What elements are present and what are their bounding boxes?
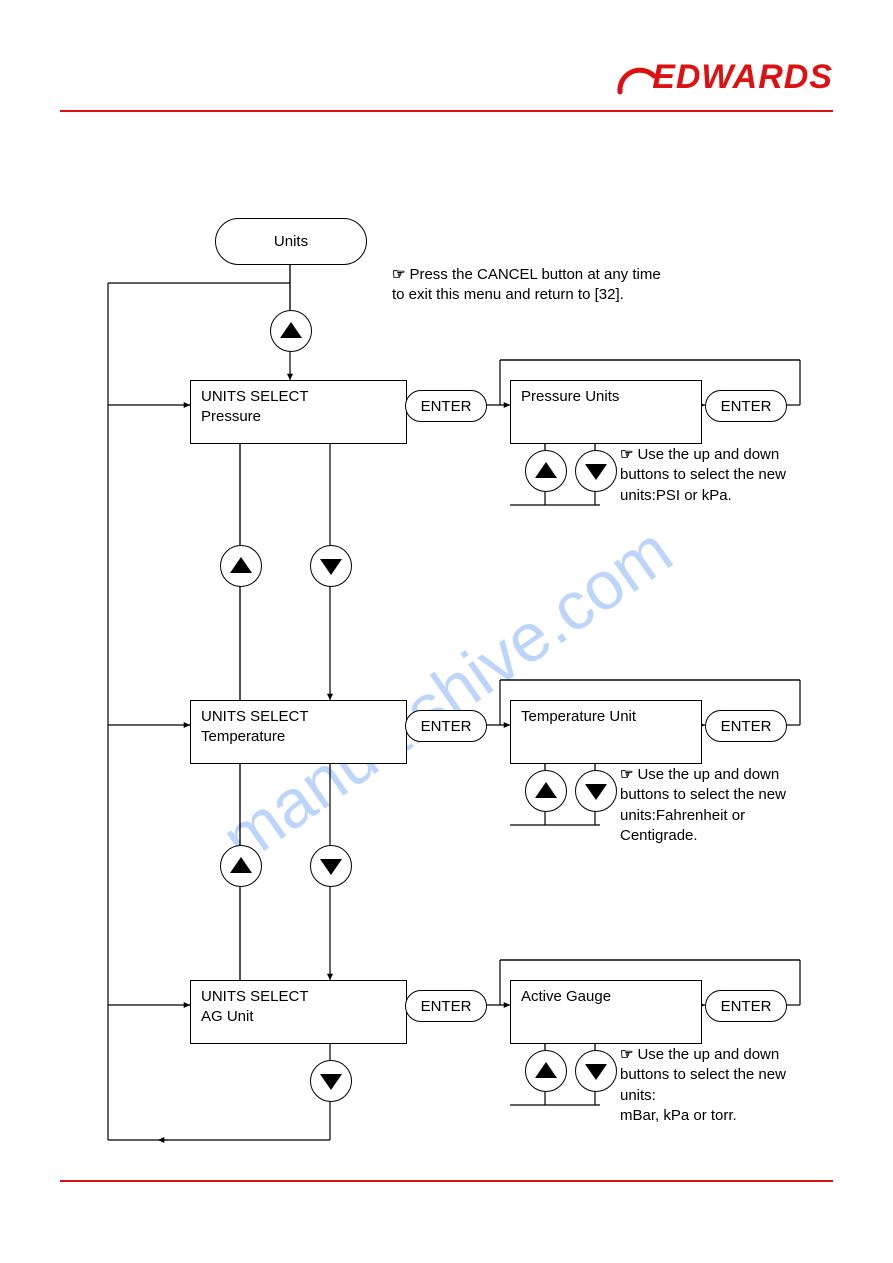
nav-dn-1: [310, 845, 352, 887]
enter1-1: ENTER: [405, 710, 487, 742]
sub-dn-0: [575, 450, 617, 492]
select-box-2: UNITS SELECT AG Unit: [190, 980, 407, 1044]
select-box-1: UNITS SELECT Temperature: [190, 700, 407, 764]
nav-up-top: [270, 310, 312, 352]
select-box-0: UNITS SELECT Pressure: [190, 380, 407, 444]
nav-dn-0: [310, 545, 352, 587]
detail-box-2: Active Gauge: [510, 980, 702, 1044]
enter2-1: ENTER: [705, 710, 787, 742]
nav-dn-last: [310, 1060, 352, 1102]
note-2: ☞Use the up and down buttons to select t…: [620, 1045, 820, 1126]
sub-up-0: [525, 450, 567, 492]
enter1-2: ENTER: [405, 990, 487, 1022]
enter2-0: ENTER: [705, 390, 787, 422]
nav-up-1: [220, 845, 262, 887]
enter2-2: ENTER: [705, 990, 787, 1022]
nav-up-0: [220, 545, 262, 587]
start-units: Units: [215, 218, 367, 265]
sub-dn-1: [575, 770, 617, 812]
note-0: ☞Use the up and down buttons to select t…: [620, 445, 820, 506]
note-1: ☞Use the up and down buttons to select t…: [620, 765, 820, 846]
sub-up-2: [525, 1050, 567, 1092]
detail-box-1: Temperature Unit: [510, 700, 702, 764]
sub-up-1: [525, 770, 567, 812]
cancel-note: ☞Press the CANCEL button at any time to …: [392, 265, 672, 306]
detail-box-0: Pressure Units: [510, 380, 702, 444]
sub-dn-2: [575, 1050, 617, 1092]
enter1-0: ENTER: [405, 390, 487, 422]
